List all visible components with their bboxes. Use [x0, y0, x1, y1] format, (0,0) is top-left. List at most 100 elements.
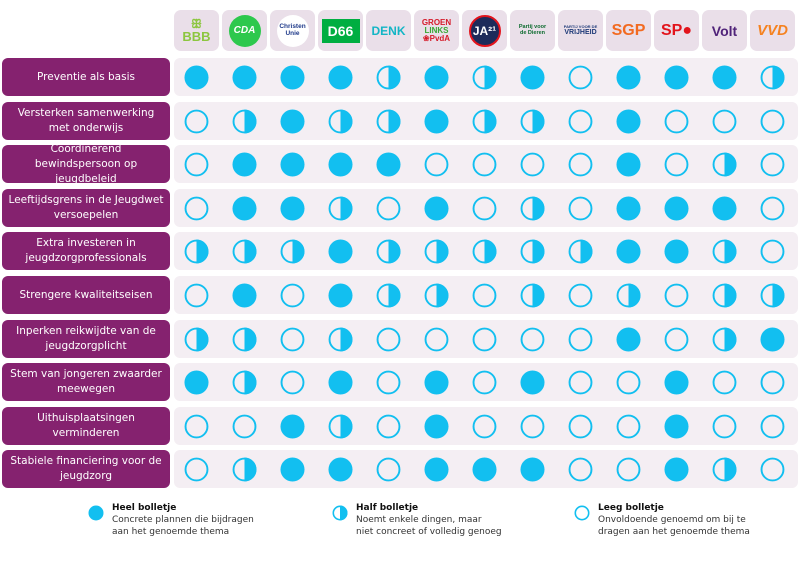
- table-row: Inperken reikwijdte van de jeugdzorgplic…: [2, 319, 798, 358]
- score-dot-full: [280, 152, 305, 177]
- logo-text: PARTIJ VOOR DE: [563, 24, 598, 29]
- score-dot-full: [328, 65, 353, 90]
- score-dot-empty: [568, 65, 593, 90]
- party-logo-bbb: ꕥ BBB: [174, 10, 219, 51]
- score-dot-empty: [376, 370, 401, 395]
- score-dot-half: [280, 239, 305, 264]
- theme-label: Leeftijdsgrens in de Jeugdwet versoepele…: [2, 188, 170, 227]
- legend-title: Heel bolletje: [112, 503, 177, 513]
- score-dot-empty: [472, 152, 497, 177]
- score-dot-half: [520, 196, 545, 221]
- score-dot-full: [424, 457, 449, 482]
- theme-label: Coördinerend bewindspersoon op jeugdbele…: [2, 143, 170, 185]
- score-dot-empty: [616, 370, 641, 395]
- score-dot-full: [616, 327, 641, 352]
- logo-text: Christen: [279, 23, 306, 30]
- party-logo-vvd: VVD: [750, 10, 795, 51]
- score-dot-empty: [184, 414, 209, 439]
- score-dot-full: [232, 196, 257, 221]
- score-dot-empty: [616, 414, 641, 439]
- score-dot-empty: [280, 370, 305, 395]
- score-dot-empty: [568, 109, 593, 134]
- score-dot-empty: [712, 109, 737, 134]
- legend-item-half: Half bolletje Noemt enkele dingen, maar …: [332, 502, 502, 538]
- score-dot-empty: [664, 327, 689, 352]
- theme-label: Strengere kwaliteitseisen: [2, 276, 170, 314]
- score-dot-empty: [568, 414, 593, 439]
- score-dot-full: [616, 65, 641, 90]
- score-dot-empty: [472, 283, 497, 308]
- score-dot-full: [184, 65, 209, 90]
- score-dot-empty: [520, 327, 545, 352]
- score-dot-half: [328, 414, 353, 439]
- score-dot-half: [184, 239, 209, 264]
- score-dot-full: [232, 152, 257, 177]
- party-logo-groenlinks-pvda: GROEN LINKS ❀PvdA: [414, 10, 459, 51]
- legend-description: Onvoldoende genoemd om bij te dragen aan…: [598, 515, 750, 537]
- score-dot-empty: [376, 414, 401, 439]
- logo-text: Partij voor: [518, 24, 547, 30]
- table-row: Strengere kwaliteitseisen: [2, 276, 798, 314]
- score-dot-full: [328, 370, 353, 395]
- score-dot-full: [616, 109, 641, 134]
- score-dot-full: [232, 65, 257, 90]
- score-dot-empty: [712, 414, 737, 439]
- legend-description: Noemt enkele dingen, maar niet concreet …: [356, 515, 502, 537]
- legend-description: Concrete plannen die bijdragen aan het g…: [112, 515, 254, 537]
- theme-label: Preventie als basis: [2, 58, 170, 96]
- score-dot-empty: [520, 152, 545, 177]
- score-dot-full: [424, 109, 449, 134]
- score-dot-full: [280, 65, 305, 90]
- score-dot-empty: [376, 327, 401, 352]
- score-dot-half: [376, 283, 401, 308]
- logo-text: BBB: [182, 29, 211, 44]
- legend-title: Half bolletje: [356, 503, 419, 513]
- logo-text: ꕥ: [190, 17, 203, 31]
- score-dot-empty: [184, 196, 209, 221]
- score-dot-full: [424, 65, 449, 90]
- score-dot-half: [712, 283, 737, 308]
- party-logo-d66: D66: [318, 10, 363, 51]
- score-dot-full: [328, 152, 353, 177]
- logo-text: SGP: [611, 21, 646, 39]
- score-dot-full: [760, 327, 785, 352]
- score-dot-half: [472, 239, 497, 264]
- legend-item-empty: Leeg bolletje Onvoldoende genoemd om bij…: [574, 502, 750, 538]
- score-dot-full: [616, 152, 641, 177]
- score-dot-empty: [184, 109, 209, 134]
- theme-label: Stabiele financiering voor de jeugdzorg: [2, 450, 170, 489]
- score-dot-half: [328, 109, 353, 134]
- score-dot-half: [520, 239, 545, 264]
- score-dot-full: [232, 283, 257, 308]
- score-dot-full: [520, 65, 545, 90]
- party-logo-christenunie: Christen Unie: [270, 10, 315, 51]
- score-dot-full: [280, 196, 305, 221]
- score-dot-empty: [520, 414, 545, 439]
- half-dot-icon: [332, 505, 348, 521]
- score-track: [174, 319, 798, 358]
- score-track: [174, 406, 798, 445]
- score-dot-half: [760, 65, 785, 90]
- score-track: [174, 450, 798, 489]
- score-dot-empty: [760, 370, 785, 395]
- score-dot-full: [280, 109, 305, 134]
- score-track: [174, 188, 798, 227]
- logo-text: VRIJHEID: [564, 29, 597, 36]
- score-dot-empty: [472, 327, 497, 352]
- score-dot-empty: [568, 370, 593, 395]
- score-dot-half: [184, 327, 209, 352]
- logo-text: CDA: [233, 24, 256, 36]
- logo-text: Volt: [711, 22, 738, 39]
- score-dot-full: [712, 196, 737, 221]
- theme-label: Versterken samenwerking met onderwijs: [2, 101, 170, 140]
- score-dot-full: [328, 283, 353, 308]
- score-dot-empty: [760, 152, 785, 177]
- score-dot-full: [520, 370, 545, 395]
- score-dot-full: [616, 239, 641, 264]
- score-dot-empty: [376, 457, 401, 482]
- empty-dot-icon: [574, 505, 590, 521]
- party-logo-cda: CDA: [222, 10, 267, 51]
- score-dot-half: [760, 283, 785, 308]
- theme-label: Extra investeren in jeugdzorgprofessiona…: [2, 232, 170, 271]
- score-dot-empty: [616, 457, 641, 482]
